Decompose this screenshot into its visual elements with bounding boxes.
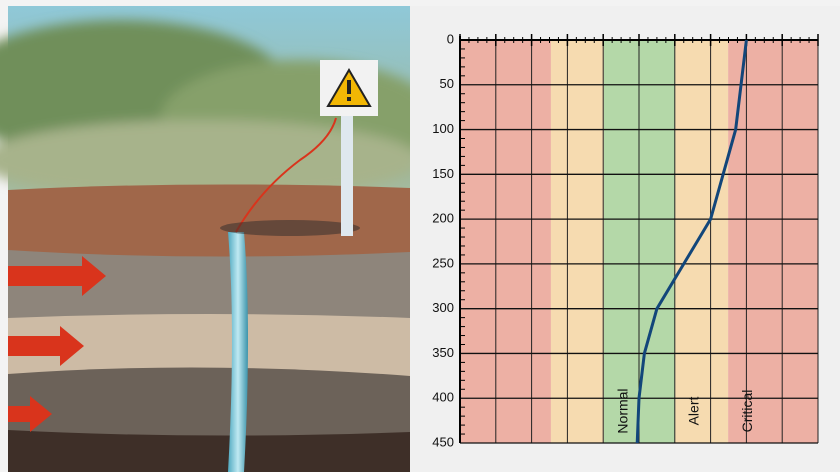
y-tick-label: 400: [432, 390, 454, 405]
y-tick-label: 150: [432, 166, 454, 181]
zone: [460, 40, 551, 443]
zone: [728, 40, 818, 443]
y-tick-label: 0: [447, 31, 454, 46]
page: 0 50 100 150 200 250 300 350 400 450 Normal Alert Cr…: [0, 0, 840, 472]
y-tick-label: 100: [432, 121, 454, 136]
y-tick-label: 200: [432, 211, 454, 226]
y-tick-label: 250: [432, 255, 454, 270]
zone: [675, 40, 728, 443]
chart: 0 50 100 150 200 250 300 350 400 450 Normal Alert Cr…: [432, 31, 818, 449]
y-tick-label: 50: [440, 76, 454, 91]
zone-label: Normal: [615, 388, 631, 433]
y-tick-label: 450: [432, 434, 454, 449]
zone-label: Alert: [686, 397, 702, 426]
sign-post: [341, 110, 353, 236]
illustration: [0, 6, 440, 472]
warning-mark: [347, 80, 351, 94]
shadow: [220, 220, 360, 236]
y-tick-label: 350: [432, 345, 454, 360]
zone: [551, 40, 604, 443]
warning-dot: [347, 97, 351, 101]
zone-label: Critical: [739, 390, 755, 433]
y-tick-label: 300: [432, 300, 454, 315]
layer-4: [8, 430, 410, 472]
infographic: 0 50 100 150 200 250 300 350 400 450 Normal Alert Cr…: [0, 0, 840, 472]
